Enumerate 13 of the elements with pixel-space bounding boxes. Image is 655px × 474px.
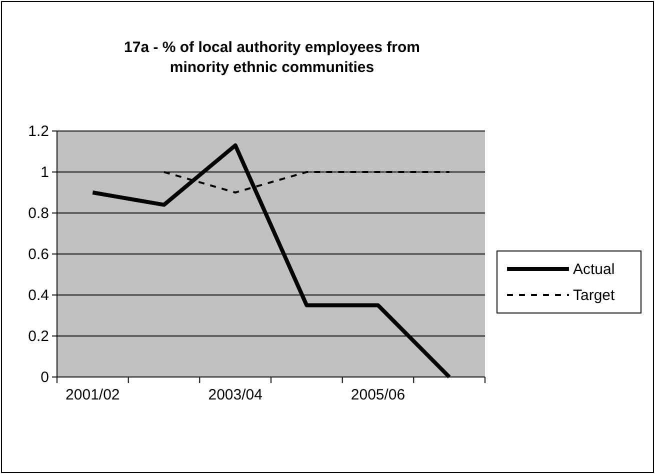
y-tick-label: 1 xyxy=(40,164,49,181)
legend-label: Target xyxy=(573,287,616,304)
y-tick-label: 0 xyxy=(40,368,49,386)
y-tick-label: 0.2 xyxy=(28,328,49,345)
x-tick-label: 2005/06 xyxy=(350,386,406,404)
chart-title: 17a - % of local authority employees from minority ethnic communities xyxy=(124,39,420,76)
x-tick-label: 2001/02 xyxy=(66,386,120,404)
y-tick-label: 0.8 xyxy=(28,204,49,222)
y-tick-label: 0.4 xyxy=(28,286,49,304)
y-tick-label: 1.2 xyxy=(28,122,49,140)
y-tick-label: 0.6 xyxy=(28,246,49,263)
x-tick-label: 2003/04 xyxy=(208,386,262,404)
legend-label: Actual xyxy=(573,261,615,278)
